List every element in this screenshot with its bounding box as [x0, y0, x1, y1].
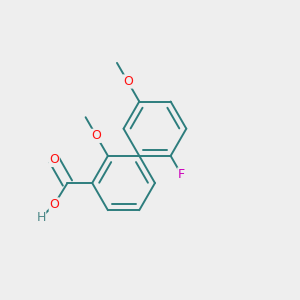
Text: O: O [49, 153, 59, 167]
Text: H: H [36, 211, 46, 224]
Text: O: O [123, 75, 133, 88]
Text: F: F [178, 168, 185, 181]
Text: O: O [49, 198, 59, 211]
Text: O: O [92, 129, 101, 142]
